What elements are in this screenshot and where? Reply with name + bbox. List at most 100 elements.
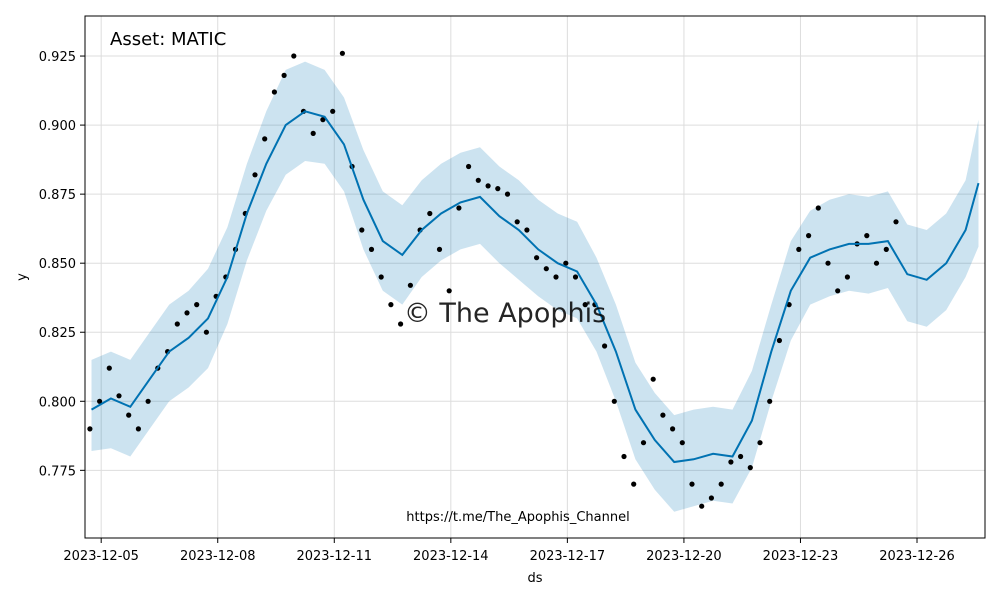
observed-point — [738, 453, 744, 460]
observed-point — [718, 481, 724, 487]
observed-point — [844, 274, 851, 280]
observed-point — [106, 365, 112, 371]
observed-point — [708, 495, 715, 501]
channel-url: https://t.me/The_Apophis_Channel — [406, 510, 629, 525]
observed-point — [252, 172, 258, 178]
observed-point — [873, 260, 880, 266]
x-tick-label: 2023-12-11 — [296, 549, 372, 564]
observed-point — [126, 412, 132, 418]
observed-point — [543, 266, 549, 272]
y-axis-label: y — [15, 273, 30, 281]
observed-point — [699, 503, 705, 509]
y-tick-label: 0.850 — [39, 257, 76, 272]
y-tick-label: 0.900 — [39, 119, 76, 134]
x-tick-label: 2023-12-17 — [530, 549, 606, 564]
observed-point — [524, 227, 530, 233]
observed-point — [514, 219, 520, 225]
observed-point — [893, 219, 899, 225]
observed-point — [728, 459, 734, 465]
observed-point — [767, 398, 773, 404]
observed-point — [310, 130, 316, 136]
observed-point — [631, 481, 637, 487]
observed-point — [407, 282, 413, 288]
observed-points — [87, 50, 899, 509]
y-tick-label: 0.775 — [39, 464, 76, 479]
asset-annotation: Asset: MATIC — [110, 29, 226, 50]
observed-point — [330, 108, 336, 114]
observed-point — [747, 465, 753, 471]
observed-point — [553, 274, 559, 280]
observed-point — [87, 426, 93, 432]
observed-point — [757, 440, 763, 446]
plot-frame — [84, 15, 986, 539]
observed-point — [427, 210, 433, 217]
observed-point — [194, 302, 200, 308]
observed-point — [864, 233, 870, 239]
observed-point — [495, 186, 501, 192]
observed-point — [650, 376, 656, 382]
observed-point — [689, 481, 695, 487]
x-tick-label: 2023-12-08 — [180, 549, 256, 564]
x-tick-label: 2023-12-14 — [413, 549, 489, 564]
observed-point — [271, 89, 277, 95]
observed-point — [806, 233, 812, 239]
observed-point — [679, 440, 685, 446]
observed-point — [359, 227, 365, 233]
observed-point — [436, 246, 443, 252]
observed-point — [291, 53, 297, 59]
observed-point — [611, 398, 617, 404]
observed-point — [485, 183, 491, 189]
observed-point — [825, 260, 831, 266]
observed-point — [660, 412, 666, 418]
observed-point — [815, 205, 821, 211]
observed-point — [504, 191, 511, 197]
observed-point — [203, 329, 209, 335]
observed-point — [835, 288, 841, 294]
observed-point — [776, 337, 783, 344]
observed-point — [602, 343, 608, 349]
y-tick-label: 0.800 — [39, 395, 76, 410]
observed-point — [174, 321, 180, 327]
observed-point — [388, 302, 394, 308]
observed-point — [446, 288, 452, 294]
observed-point — [534, 255, 540, 261]
x-axis-label: ds — [527, 571, 542, 586]
observed-point — [145, 398, 151, 404]
y-axis-ticks: 0.775 0.800 0.825 0.850 0.875 0.900 0.925 — [39, 50, 85, 479]
y-tick-label: 0.825 — [39, 326, 76, 341]
observed-point — [378, 274, 384, 280]
observed-point — [456, 205, 462, 211]
watermark-text: © The Apophis — [404, 298, 606, 329]
observed-point — [262, 136, 268, 142]
x-tick-label: 2023-12-23 — [763, 549, 839, 564]
observed-point — [670, 426, 676, 432]
observed-point — [466, 163, 472, 170]
x-axis-ticks: 2023-12-05 2023-12-08 2023-12-11 2023-12-14… — [63, 538, 955, 564]
observed-point — [621, 453, 627, 460]
observed-point — [281, 72, 287, 78]
observed-point — [883, 246, 889, 252]
observed-point — [135, 426, 141, 432]
x-tick-label: 2023-12-26 — [879, 549, 955, 564]
y-tick-label: 0.875 — [39, 188, 76, 203]
x-tick-label: 2023-12-20 — [646, 549, 722, 564]
observed-point — [339, 50, 345, 56]
uncertainty-band — [91, 61, 979, 512]
grid-lines — [85, 16, 985, 538]
observed-point — [563, 260, 569, 266]
observed-point — [572, 274, 579, 280]
x-tick-label: 2023-12-05 — [63, 549, 139, 564]
forecast-line — [91, 110, 980, 464]
observed-point — [368, 246, 375, 252]
observed-point — [398, 321, 404, 327]
observed-point — [184, 310, 190, 316]
y-tick-label: 0.925 — [39, 50, 76, 65]
observed-point — [320, 117, 326, 123]
observed-point — [97, 398, 103, 404]
observed-point — [796, 246, 802, 252]
observed-point — [640, 440, 647, 446]
observed-point — [582, 302, 588, 308]
observed-point — [116, 393, 122, 399]
